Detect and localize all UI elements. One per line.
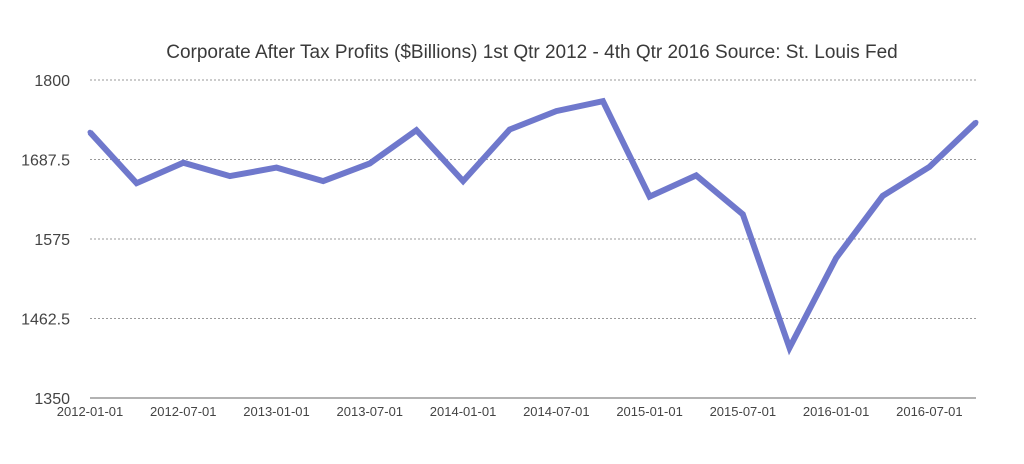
x-tick-label: 2015-07-01 bbox=[710, 404, 777, 419]
data-point bbox=[413, 127, 419, 133]
data-point bbox=[833, 255, 839, 261]
data-point bbox=[507, 126, 513, 132]
x-tick-label: 2014-01-01 bbox=[430, 404, 497, 419]
grid-lines bbox=[90, 79, 976, 399]
data-point bbox=[274, 165, 280, 171]
y-tick-label: 1575 bbox=[34, 232, 70, 249]
x-tick-label: 2015-01-01 bbox=[616, 404, 683, 419]
data-point bbox=[740, 211, 746, 217]
data-point bbox=[600, 98, 606, 104]
series-line bbox=[87, 97, 979, 356]
x-tick-label: 2016-07-01 bbox=[896, 404, 963, 419]
y-tick-label: 1687.5 bbox=[21, 153, 70, 170]
data-point bbox=[553, 108, 559, 114]
x-tick-label: 2012-01-01 bbox=[57, 404, 124, 419]
data-point bbox=[926, 164, 932, 170]
data-point bbox=[880, 193, 886, 199]
series-layer bbox=[87, 97, 979, 356]
data-point bbox=[647, 194, 653, 200]
y-tick-label: 1350 bbox=[34, 391, 70, 408]
chart-title: Corporate After Tax Profits ($Billions) … bbox=[166, 42, 898, 63]
data-point bbox=[180, 160, 186, 166]
data-point bbox=[693, 172, 699, 178]
x-tick-label: 2013-07-01 bbox=[337, 404, 404, 419]
data-point bbox=[320, 178, 326, 184]
data-point bbox=[460, 178, 466, 184]
y-tick-label: 1800 bbox=[34, 73, 70, 90]
data-point bbox=[87, 129, 93, 135]
y-axis-tick-labels: 1800 1687.5 1575 1462.5 1350 bbox=[21, 73, 70, 408]
x-tick-label: 2013-01-01 bbox=[243, 404, 310, 419]
data-point bbox=[227, 173, 233, 179]
x-tick-label: 2016-01-01 bbox=[803, 404, 870, 419]
x-tick-label: 2014-07-01 bbox=[523, 404, 590, 419]
data-point bbox=[973, 119, 979, 125]
data-point bbox=[786, 345, 792, 351]
data-point bbox=[367, 160, 373, 166]
x-tick-label: 2012-07-01 bbox=[150, 404, 217, 419]
data-point bbox=[134, 180, 140, 186]
x-axis-tick-labels: 2012-01-01 2012-07-01 2013-01-01 2013-07-01… bbox=[57, 404, 963, 419]
y-tick-label: 1462.5 bbox=[21, 312, 70, 329]
